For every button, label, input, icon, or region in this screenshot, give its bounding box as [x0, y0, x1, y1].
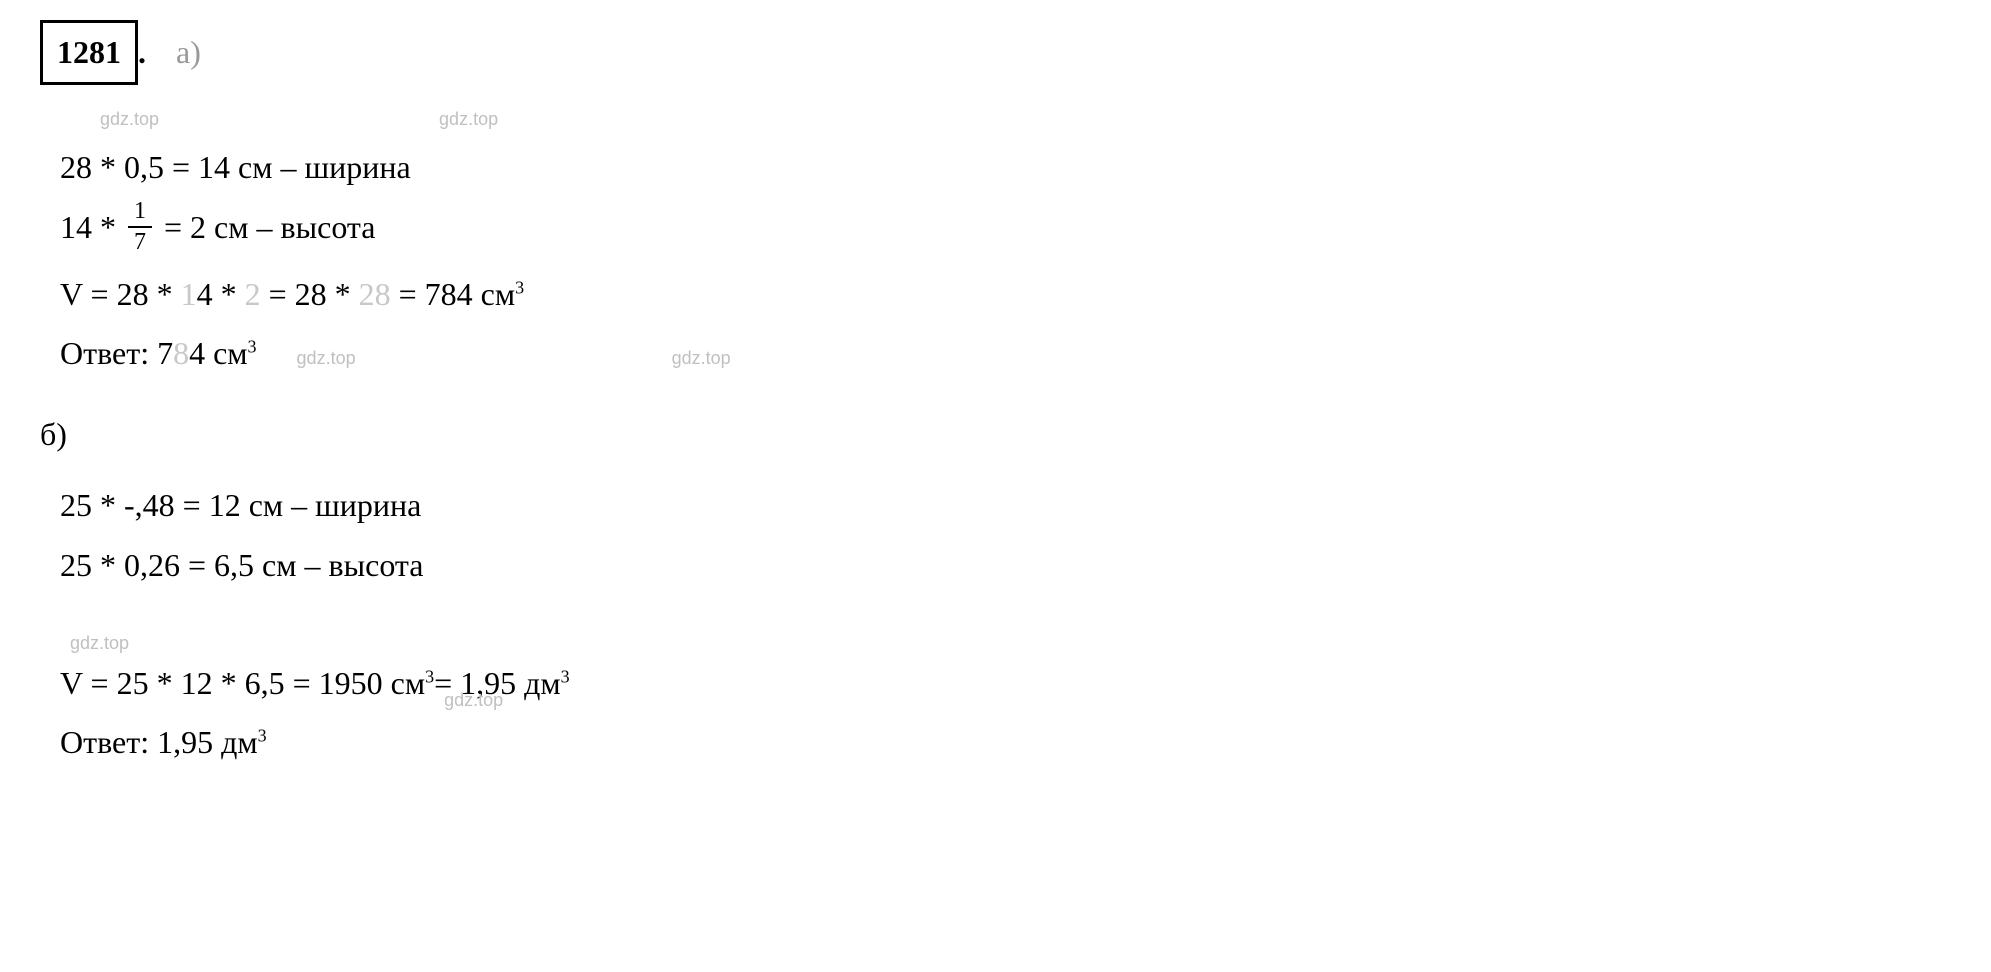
- line-a4: Ответ: 784 см3 gdz.top gdz.top: [60, 328, 1951, 379]
- watermark-row-1: gdz.top gdz.top: [100, 105, 1951, 134]
- watermark: gdz.top: [439, 105, 498, 134]
- line-a2: 14 * 17 = 2 см – высота: [60, 201, 1951, 261]
- superscript: 3: [258, 725, 267, 745]
- text: ширина: [305, 149, 411, 185]
- line-b2: 25 * 0,26 = 6,5 см – высота: [60, 540, 1951, 591]
- line-a1: 28 * 0,5 = 14 см – ширина: [60, 142, 1951, 193]
- text: 4 см: [189, 335, 247, 371]
- line-b1: 25 * -,48 = 12 см – ширина: [60, 480, 1951, 531]
- numerator: 1: [128, 197, 152, 228]
- wm-wrap: = 1,95 дмgdz.top: [434, 658, 561, 709]
- problem-header: 1281. а): [40, 20, 1951, 85]
- text: = 2 см – высота: [156, 209, 375, 245]
- superscript: 3: [248, 336, 257, 356]
- faded: 8: [173, 335, 189, 371]
- denominator: 7: [128, 228, 152, 257]
- faded: 1: [181, 276, 197, 312]
- text: Ответ: 7: [60, 335, 173, 371]
- text: 4 *: [197, 276, 245, 312]
- part-a-label: а): [176, 27, 201, 78]
- part-a-solution: 28 * 0,5 = 14 см – ширина 14 * 17 = 2 см…: [60, 142, 1951, 379]
- part-b-label: б): [40, 409, 1951, 460]
- superscript: 3: [425, 666, 434, 686]
- text: = 784 см: [391, 276, 516, 312]
- line-a3: V = 28 * 14 * 2 = 28 * 28 = 784 см3: [60, 269, 1951, 320]
- text: = 28 *: [261, 276, 359, 312]
- part-b-solution: 25 * -,48 = 12 см – ширина 25 * 0,26 = 6…: [60, 480, 1951, 768]
- line-b4: Ответ: 1,95 дм3: [60, 717, 1951, 768]
- superscript: 3: [515, 277, 524, 297]
- watermark: gdz.top: [70, 629, 129, 658]
- faded: 2: [245, 276, 261, 312]
- problem-number-wrap: 1281.: [40, 20, 146, 85]
- line-b3: V = 25 * 12 * 6,5 = 1950 см3 = 1,95 дмgd…: [60, 658, 1951, 709]
- superscript: 3: [561, 666, 570, 686]
- text: V = 28 *: [60, 276, 181, 312]
- fraction: 17: [128, 197, 152, 257]
- text: 14 *: [60, 209, 124, 245]
- problem-number-dot: .: [138, 34, 146, 70]
- text: –: [273, 149, 305, 185]
- watermark: gdz.top: [444, 686, 503, 715]
- problem-number: 1281: [40, 20, 138, 85]
- text: Ответ: 1,95 дм: [60, 724, 258, 760]
- text: V = 25 * 12 * 6,5 = 1950 см: [60, 665, 425, 701]
- watermark: gdz.top: [100, 105, 159, 134]
- faded: 28: [359, 276, 391, 312]
- watermark: gdz.top: [672, 348, 731, 368]
- watermark: gdz.top: [297, 348, 356, 368]
- text: 28 * 0,5 = 14 см: [60, 149, 273, 185]
